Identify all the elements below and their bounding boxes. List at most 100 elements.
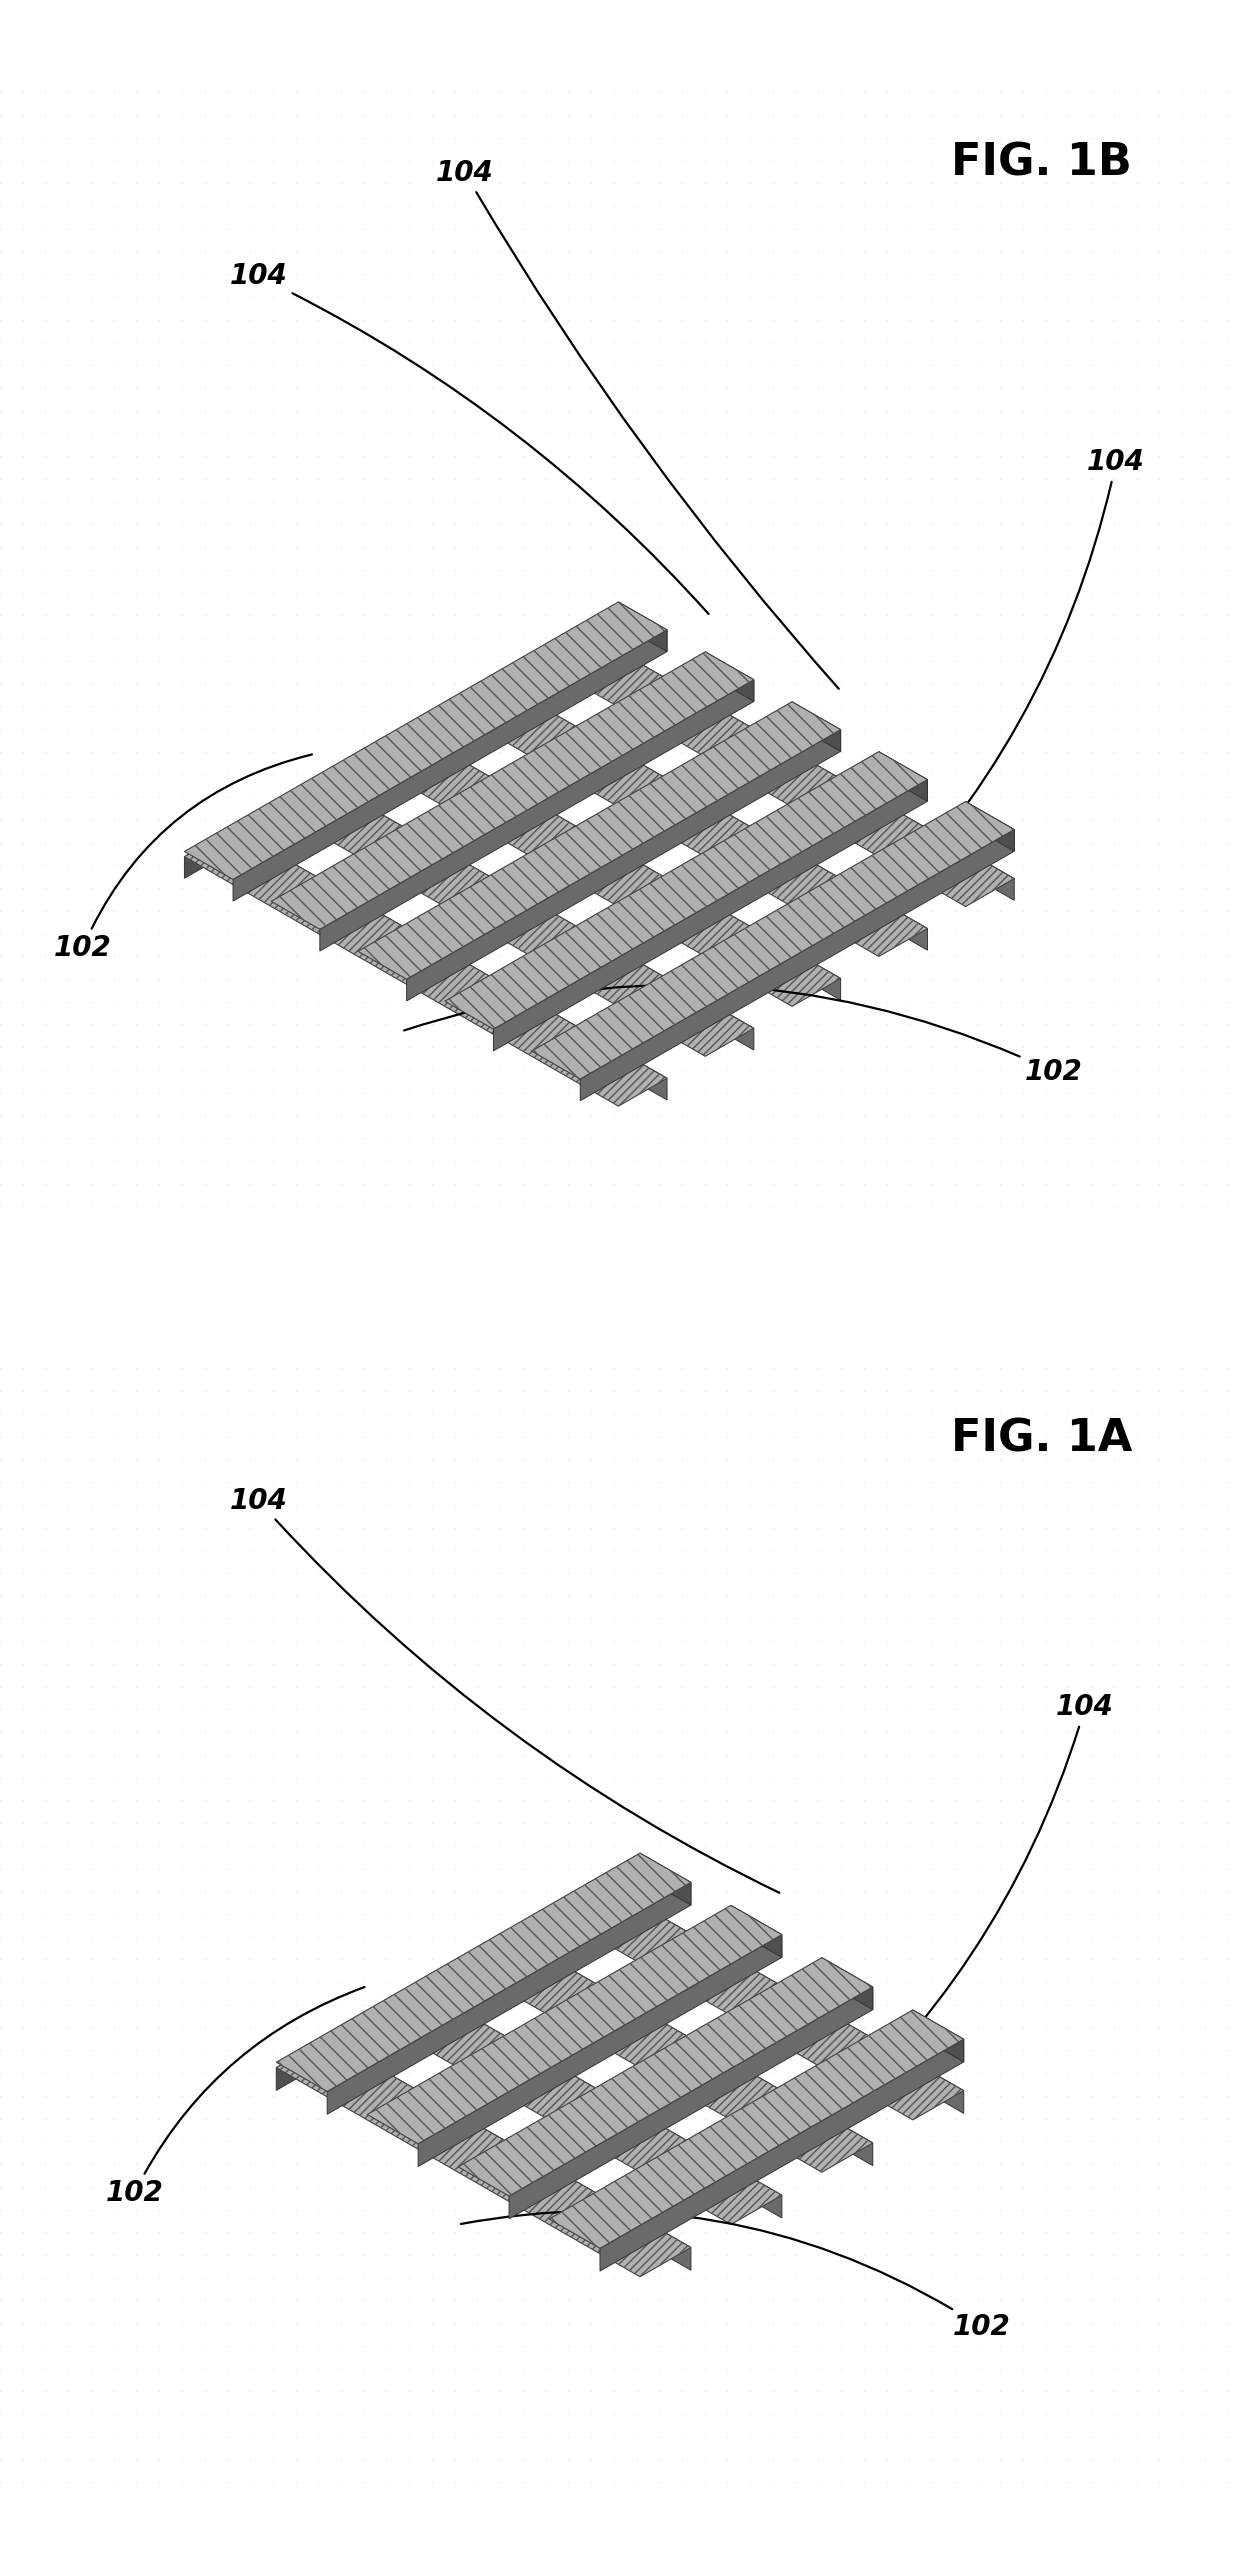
Point	[1149, 1347, 1169, 1388]
Point	[1127, 1643, 1147, 1684]
Point	[1104, 1393, 1123, 1434]
Point	[1127, 1072, 1147, 1113]
Point	[763, 1347, 782, 1388]
Point	[582, 2279, 601, 2320]
Point	[422, 1347, 441, 1388]
Point	[650, 1095, 670, 1136]
Point	[104, 1871, 124, 1911]
Point	[1104, 2190, 1123, 2230]
Point	[718, 1118, 738, 1159]
Point	[1195, 1439, 1215, 1480]
Point	[285, 2213, 305, 2253]
Point	[536, 2394, 556, 2435]
Point	[467, 1164, 487, 1205]
Point	[786, 413, 806, 454]
Point	[445, 2121, 465, 2162]
Polygon shape	[494, 778, 928, 1051]
Point	[1195, 1049, 1215, 1090]
Point	[1013, 209, 1033, 250]
Point	[626, 937, 646, 977]
Point	[991, 1485, 1011, 1526]
Point	[513, 664, 533, 704]
Point	[672, 914, 692, 954]
Polygon shape	[371, 921, 481, 988]
Point	[718, 503, 738, 544]
Point	[172, 753, 192, 794]
Point	[718, 1643, 738, 1684]
Point	[808, 1666, 828, 1707]
Point	[808, 1825, 828, 1866]
Point	[331, 459, 351, 500]
Point	[104, 2144, 124, 2185]
Point	[422, 503, 441, 544]
Point	[12, 2259, 32, 2299]
Point	[1059, 436, 1079, 477]
Point	[899, 618, 919, 658]
Point	[1059, 2325, 1079, 2366]
Point	[854, 2302, 874, 2343]
Point	[172, 960, 192, 1000]
Polygon shape	[619, 602, 667, 651]
Point	[422, 186, 441, 227]
Point	[991, 891, 1011, 931]
Point	[331, 1894, 351, 1934]
Point	[241, 2348, 260, 2389]
Point	[331, 618, 351, 658]
Point	[672, 1439, 692, 1480]
Point	[1172, 2052, 1192, 2093]
Point	[36, 71, 56, 112]
Point	[490, 2190, 510, 2230]
Point	[399, 2167, 419, 2207]
Point	[377, 1735, 397, 1776]
Point	[467, 1552, 487, 1592]
Point	[740, 1003, 760, 1044]
Point	[399, 1026, 419, 1067]
Point	[309, 1439, 329, 1480]
Point	[626, 1026, 646, 1067]
Point	[445, 2417, 465, 2458]
Point	[626, 2325, 646, 2366]
Point	[650, 914, 670, 954]
Point	[877, 1003, 897, 1044]
Point	[81, 776, 100, 817]
Point	[36, 1894, 56, 1934]
Point	[626, 799, 646, 840]
Point	[854, 390, 874, 431]
Point	[331, 776, 351, 817]
Point	[377, 253, 397, 293]
Point	[899, 1962, 919, 2003]
Point	[1035, 618, 1055, 658]
Point	[808, 1575, 828, 1615]
Point	[1081, 1758, 1101, 1799]
Point	[285, 960, 305, 1000]
Point	[536, 2417, 556, 2458]
Point	[1195, 1758, 1215, 1799]
Point	[582, 276, 601, 316]
Point	[1081, 2213, 1101, 2253]
Point	[877, 1508, 897, 1549]
Point	[763, 2190, 782, 2230]
Point	[126, 753, 146, 794]
Point	[399, 868, 419, 909]
Point	[331, 1370, 351, 1411]
Point	[331, 2098, 351, 2139]
Point	[149, 1141, 169, 1182]
Point	[536, 1370, 556, 1411]
Point	[672, 1049, 692, 1090]
Point	[1172, 1779, 1192, 1820]
Point	[1127, 686, 1147, 727]
Point	[377, 186, 397, 227]
Point	[967, 2075, 987, 2116]
Point	[445, 1871, 465, 1911]
Point	[967, 186, 987, 227]
Point	[331, 322, 351, 362]
Point	[740, 1666, 760, 1707]
Point	[217, 1735, 237, 1776]
Point	[58, 1621, 78, 1661]
Point	[58, 232, 78, 273]
Point	[1149, 2259, 1169, 2299]
Point	[1035, 2236, 1055, 2276]
Point	[309, 2279, 329, 2320]
Point	[626, 2463, 646, 2504]
Point	[36, 549, 56, 590]
